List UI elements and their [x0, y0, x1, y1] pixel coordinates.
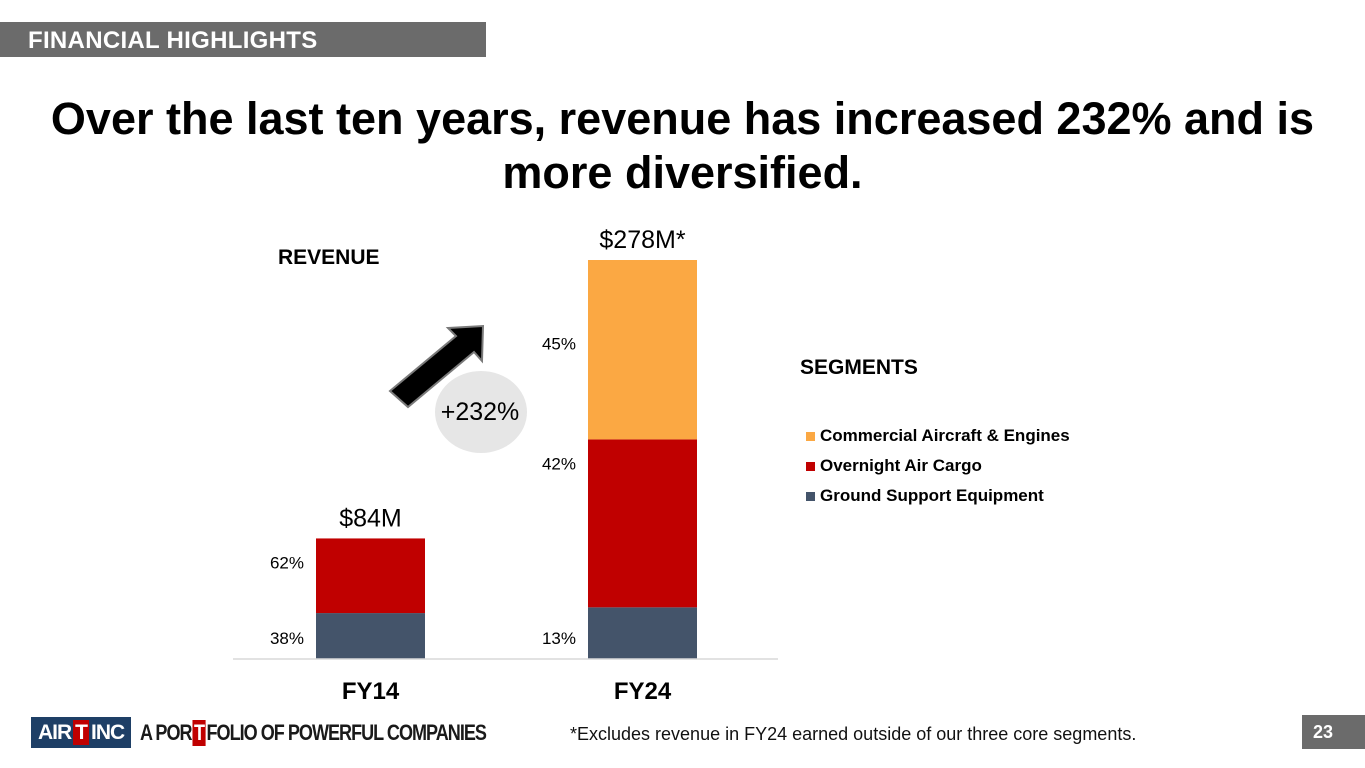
logo-text-air: AIR [38, 721, 72, 744]
logo-text-inc: INC [91, 721, 125, 744]
airt-logo: AIR T INC [31, 717, 132, 748]
bar-fy14-segment-0 [316, 613, 425, 659]
legend-label: Overnight Air Cargo [820, 456, 982, 475]
legend-label: Ground Support Equipment [820, 486, 1044, 505]
page-title: Over the last ten years, revenue has inc… [0, 92, 1365, 200]
tagline-part-2: FOLIO OF POWERFUL COMPANIES [206, 719, 487, 745]
legend-swatch-overnight [806, 461, 815, 471]
tagline-part-1: A POR [140, 719, 193, 745]
bar-group [316, 260, 697, 659]
segment-percent-label: 45% [542, 335, 576, 354]
bar-total-label: $278M* [599, 226, 685, 254]
bar-fy24-segment-1 [588, 439, 697, 608]
label-group: 38% 62% $84M FY14 13% 42% 45% $278M* FY24 [270, 226, 686, 705]
tagline-part-t: T [192, 719, 206, 746]
logo-tagline: A POR T FOLIO OF POWERFUL COMPANIES [140, 719, 487, 746]
legend-item-commercial: Commercial Aircraft & Engines [806, 421, 1070, 451]
headline-line-1: Over the last ten years, revenue has inc… [50, 93, 1315, 144]
logo-text-t: T [73, 720, 89, 745]
segment-percent-label: 62% [270, 553, 304, 572]
bar-total-label: $84M [339, 504, 402, 532]
page-number: 23 [1302, 715, 1365, 749]
section-tag: FINANCIAL HIGHLIGHTS [0, 22, 486, 57]
company-logo: AIR T INC A POR T FOLIO OF POWERFUL COMPANIE… [31, 717, 562, 748]
headline-line-2: more diversified. [502, 147, 863, 198]
segment-percent-label: 42% [542, 454, 576, 473]
category-label: FY14 [342, 678, 400, 705]
segment-percent-label: 38% [270, 629, 304, 648]
category-label: FY24 [614, 678, 672, 705]
legend-swatch-commercial [806, 431, 815, 441]
legend-label: Commercial Aircraft & Engines [820, 426, 1070, 445]
segments-label: SEGMENTS [800, 356, 918, 379]
bar-fy24-segment-0 [588, 607, 697, 659]
legend-item-ground: Ground Support Equipment [806, 481, 1070, 511]
legend-swatch-ground [806, 491, 815, 501]
footnote: *Excludes revenue in FY24 earned outside… [570, 724, 1137, 744]
growth-arrow-icon [388, 324, 485, 409]
segment-percent-label: 13% [542, 629, 576, 648]
legend-item-overnight: Overnight Air Cargo [806, 451, 1070, 481]
bar-fy14-segment-1 [316, 538, 425, 614]
chart-legend: Commercial Aircraft & Engines Overnight … [806, 421, 1070, 511]
growth-label: +232% [441, 398, 520, 426]
revenue-label: REVENUE [278, 246, 380, 269]
growth-bubble [435, 371, 527, 453]
bar-fy24-segment-2 [588, 260, 697, 440]
